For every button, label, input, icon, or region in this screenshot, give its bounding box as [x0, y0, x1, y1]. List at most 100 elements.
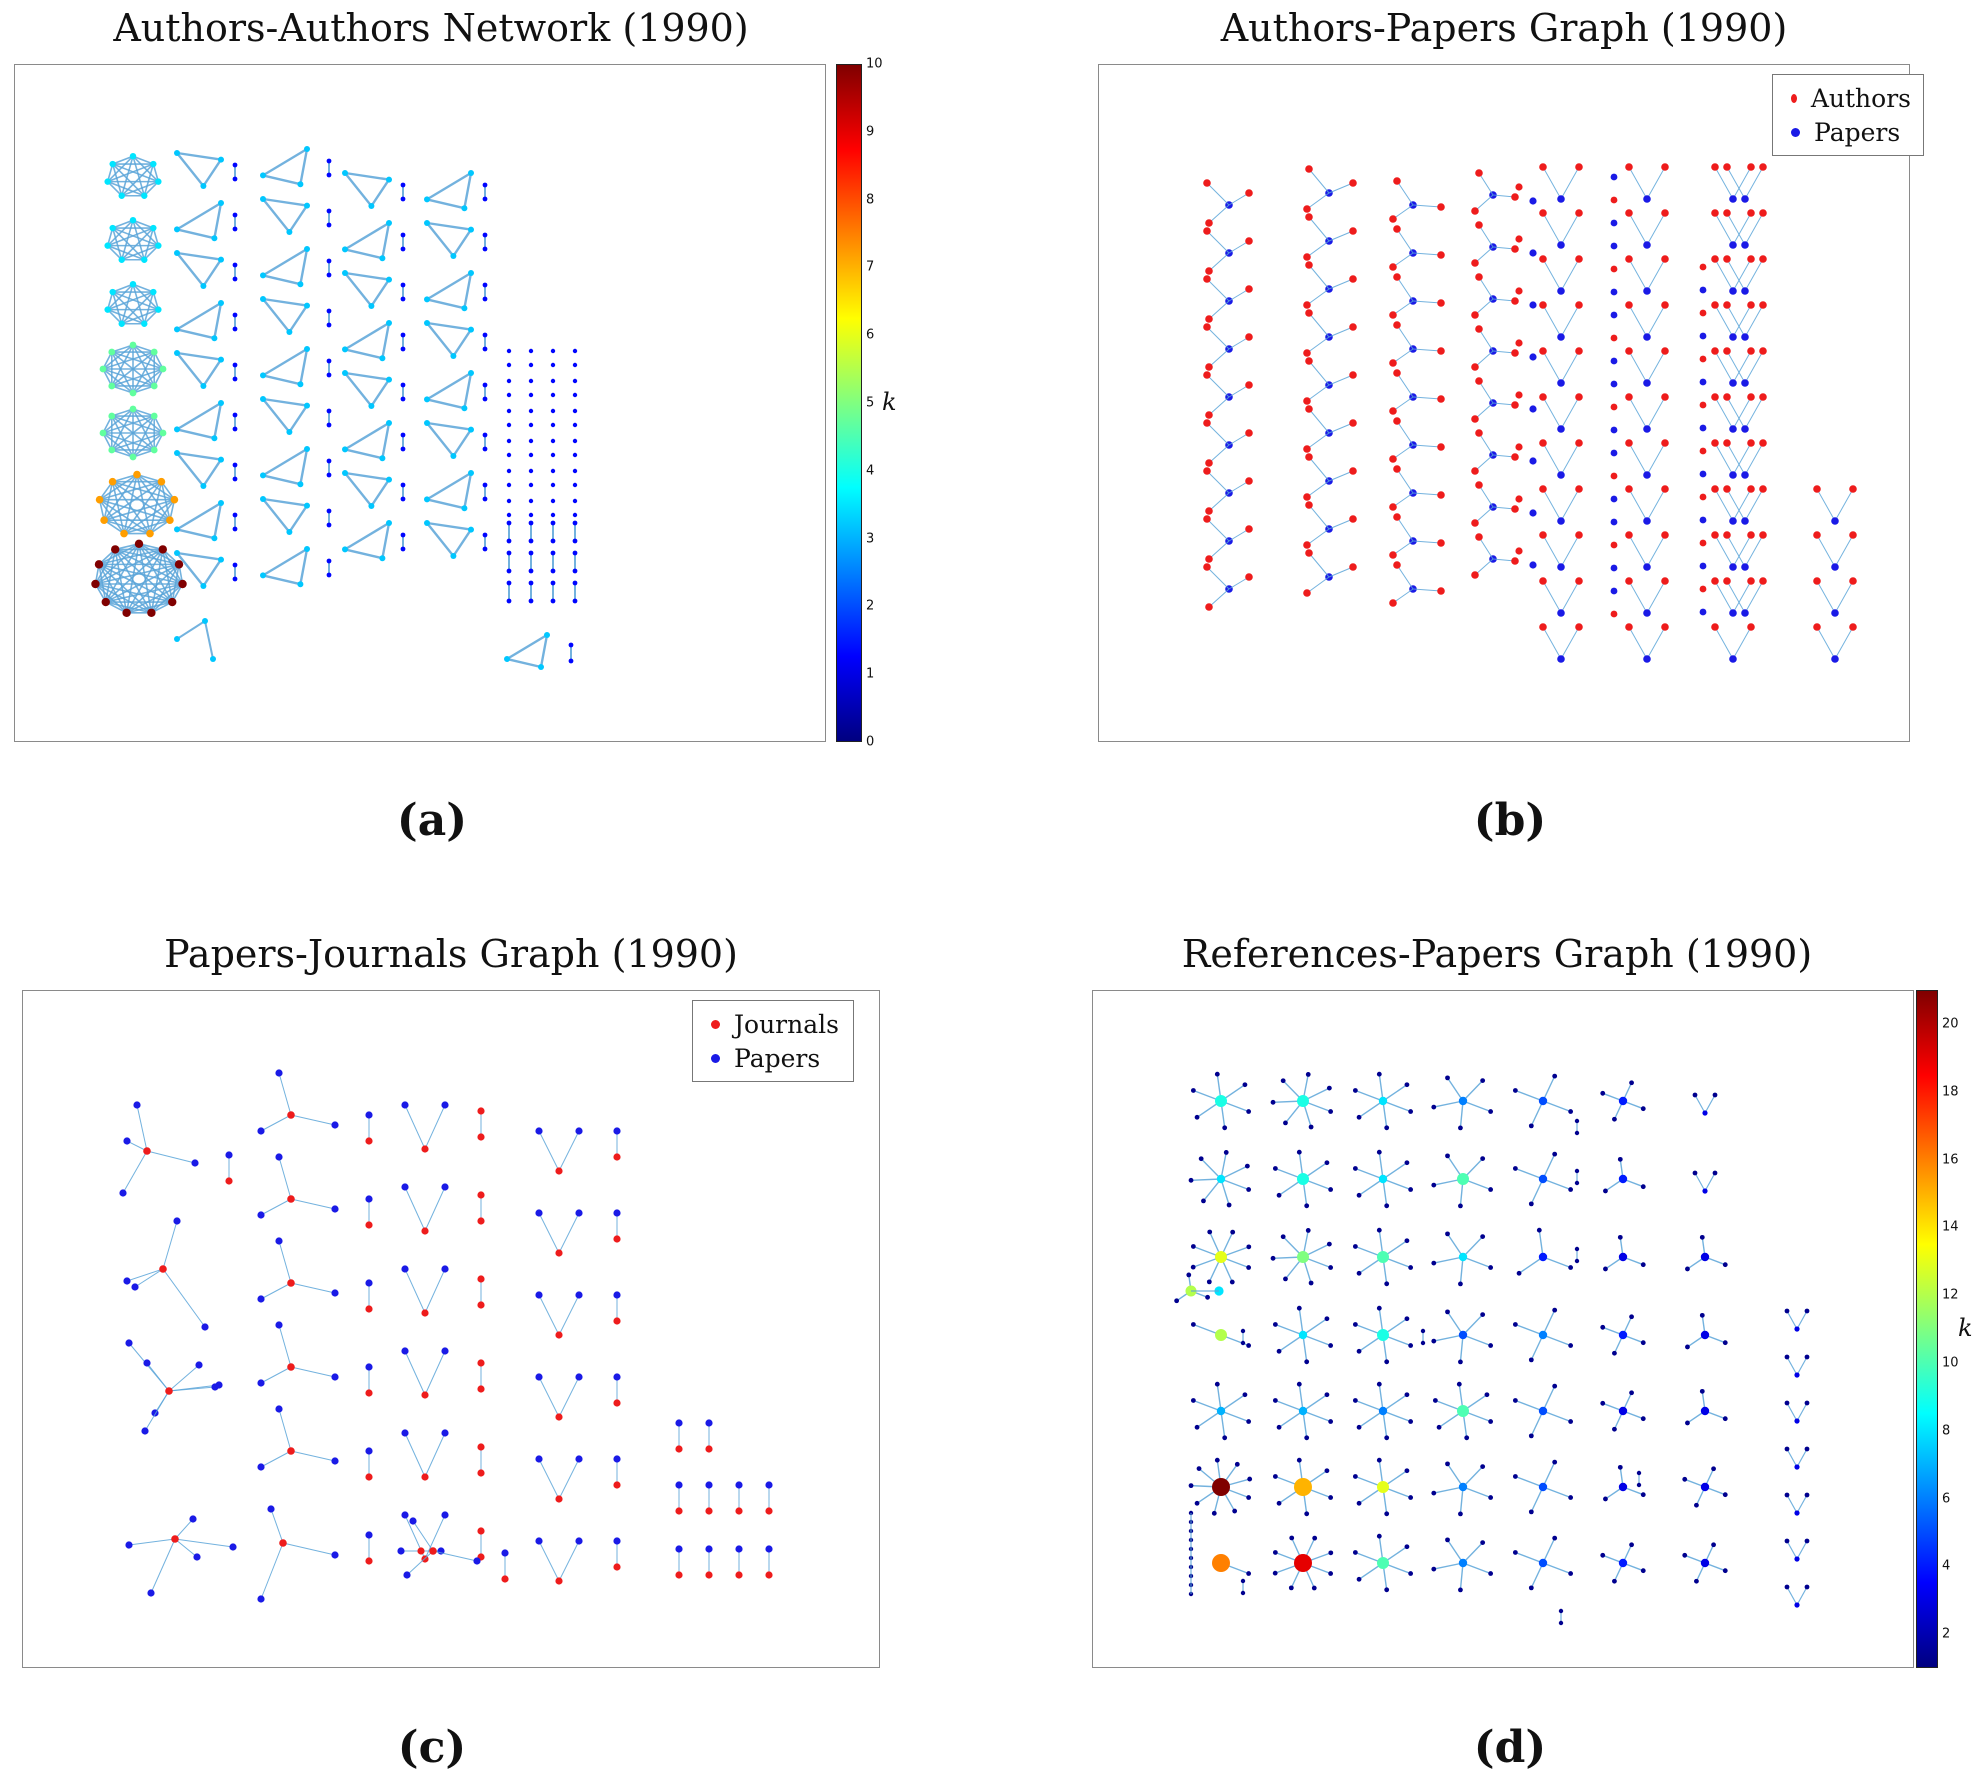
graph-node: [1484, 1392, 1490, 1398]
graph-node: [1190, 1244, 1196, 1249]
graph-node: [1536, 1227, 1542, 1233]
graph-node: [326, 158, 332, 164]
graph-node: [1223, 1150, 1229, 1155]
graph-edge: [260, 1114, 292, 1132]
graph-node: [1661, 209, 1669, 217]
graph-node: [1431, 1490, 1437, 1496]
graph-node: [304, 402, 310, 409]
graph-edge: [115, 548, 180, 566]
graph-edge: [426, 398, 465, 410]
graph-edge: [424, 1104, 446, 1150]
graph-node: [365, 1531, 373, 1539]
graph-edge: [1228, 576, 1250, 590]
graph-node: [550, 348, 556, 354]
graph-edge: [1628, 304, 1648, 338]
graph-node: [1643, 241, 1651, 249]
graph-edge: [1306, 240, 1330, 258]
graph-node: [1298, 1406, 1308, 1416]
colorbar-tick: 1: [866, 666, 875, 682]
graph-node: [1464, 1435, 1470, 1441]
graph-edge: [344, 221, 390, 251]
graph-edge: [1530, 1100, 1544, 1127]
graph-node: [1711, 623, 1719, 631]
graph-node: [1246, 1495, 1252, 1500]
graph-edge: [344, 321, 390, 351]
graph-node: [1408, 1419, 1414, 1424]
graph-node: [1174, 1298, 1180, 1304]
graph-node: [1408, 1109, 1414, 1114]
graph-edge: [1732, 488, 1752, 522]
graph-edge: [1433, 1486, 1464, 1494]
graph-node: [1471, 207, 1479, 215]
graph-node: [141, 320, 148, 327]
graph-node: [1729, 655, 1737, 663]
graph-node: [535, 1455, 543, 1463]
graph-node: [441, 1265, 449, 1273]
colorbar-tick: 0: [866, 734, 875, 750]
graph-node: [1661, 485, 1669, 493]
graph-node: [1445, 1461, 1450, 1467]
graph-edge: [404, 1186, 426, 1232]
graph-node: [1305, 405, 1313, 413]
graph-node: [1729, 609, 1737, 617]
graph-node: [129, 405, 137, 413]
graph-node: [1723, 301, 1731, 309]
graph-edge: [1786, 1356, 1798, 1376]
graph-node: [555, 1413, 563, 1421]
graph-node: [297, 581, 304, 588]
graph-node: [109, 288, 116, 296]
graph-edge: [1542, 396, 1562, 430]
graph-edge: [1462, 1334, 1491, 1347]
panel-b-plot: [1098, 64, 1910, 742]
graph-edge: [1542, 1256, 1571, 1269]
graph-node: [1458, 1558, 1468, 1568]
graph-node: [1741, 517, 1749, 525]
graph-node: [143, 1359, 151, 1367]
graph-node: [473, 1557, 481, 1565]
graph-edge: [202, 458, 222, 487]
graph-node: [1729, 517, 1737, 525]
graph-edge: [1714, 488, 1734, 522]
graph-node: [461, 405, 468, 412]
graph-node: [1625, 347, 1633, 355]
graph-edge: [94, 583, 128, 614]
graph-node: [1729, 425, 1737, 433]
panel-a-colorbar: [836, 64, 862, 742]
graph-node: [304, 202, 310, 209]
graph-node: [1640, 1568, 1646, 1574]
graph-node: [202, 618, 208, 624]
graph-node: [1575, 439, 1583, 447]
graph-edge: [1358, 1410, 1384, 1428]
graph-node: [1458, 1330, 1468, 1340]
graph-node: [1784, 1584, 1790, 1590]
graph-edge: [262, 174, 301, 186]
graph-edge: [1796, 1540, 1808, 1560]
graph-node: [297, 281, 304, 288]
graph-edge: [136, 473, 175, 501]
graph-edge: [282, 1542, 336, 1556]
graph-node: [1229, 1279, 1235, 1285]
graph-edge: [288, 204, 308, 233]
graph-node: [506, 520, 512, 526]
graph-node: [1539, 485, 1547, 493]
panel-c-network: [119, 1069, 773, 1603]
graph-edge: [1834, 580, 1854, 614]
graph-node: [99, 429, 107, 437]
colorbar-tick: 14: [1942, 1219, 1959, 1235]
graph-node: [1303, 493, 1311, 501]
graph-node: [1539, 163, 1547, 171]
graph-node: [550, 452, 556, 458]
graph-node: [1471, 571, 1479, 579]
graph-edge: [1732, 442, 1752, 476]
graph-node: [1575, 347, 1583, 355]
graph-node: [1303, 445, 1311, 453]
graph-edge: [1726, 442, 1746, 476]
graph-node: [477, 1133, 485, 1141]
graph-node: [1568, 1495, 1574, 1500]
graph-node: [108, 412, 116, 420]
graph-node: [506, 378, 512, 384]
graph-node: [1640, 1416, 1646, 1422]
graph-edge: [426, 521, 472, 531]
graph-edge: [1714, 442, 1734, 476]
graph-node: [1324, 1160, 1330, 1166]
